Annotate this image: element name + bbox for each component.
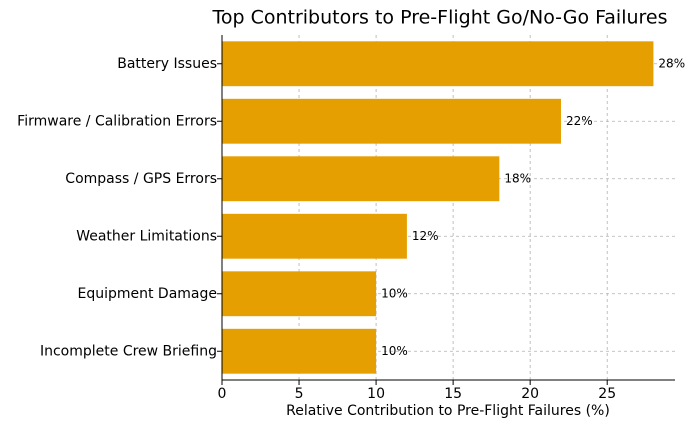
y-tick-label: Firmware / Calibration Errors xyxy=(17,113,217,129)
y-tick-label: Weather Limitations xyxy=(76,228,217,244)
bar xyxy=(222,328,377,374)
x-tick-label: 5 xyxy=(295,386,304,402)
bar xyxy=(222,156,500,202)
x-tick-label: 0 xyxy=(218,386,227,402)
data-label: 22% xyxy=(566,114,593,128)
y-tick-label: Compass / GPS Errors xyxy=(65,171,217,187)
x-tick-label: 20 xyxy=(521,386,539,402)
data-label: 10% xyxy=(381,286,408,300)
data-label: 18% xyxy=(504,171,531,185)
chart-title: Top Contributors to Pre-Flight Go/No-Go … xyxy=(211,7,667,29)
data-label: 10% xyxy=(381,344,408,358)
x-tick-label: 15 xyxy=(444,386,462,402)
bar xyxy=(222,271,377,317)
y-tick-label: Equipment Damage xyxy=(77,286,217,302)
y-tick-label: Battery Issues xyxy=(117,56,217,72)
x-tick-label: 25 xyxy=(598,386,616,402)
x-axis-label: Relative Contribution to Pre-Flight Fail… xyxy=(286,403,610,419)
data-label: 28% xyxy=(658,56,685,70)
bar xyxy=(222,98,561,144)
y-tick-label: Incomplete Crew Briefing xyxy=(40,343,217,359)
bar xyxy=(222,41,654,87)
x-tick-label: 10 xyxy=(367,386,385,402)
data-label: 12% xyxy=(412,229,439,243)
bar xyxy=(222,213,407,259)
